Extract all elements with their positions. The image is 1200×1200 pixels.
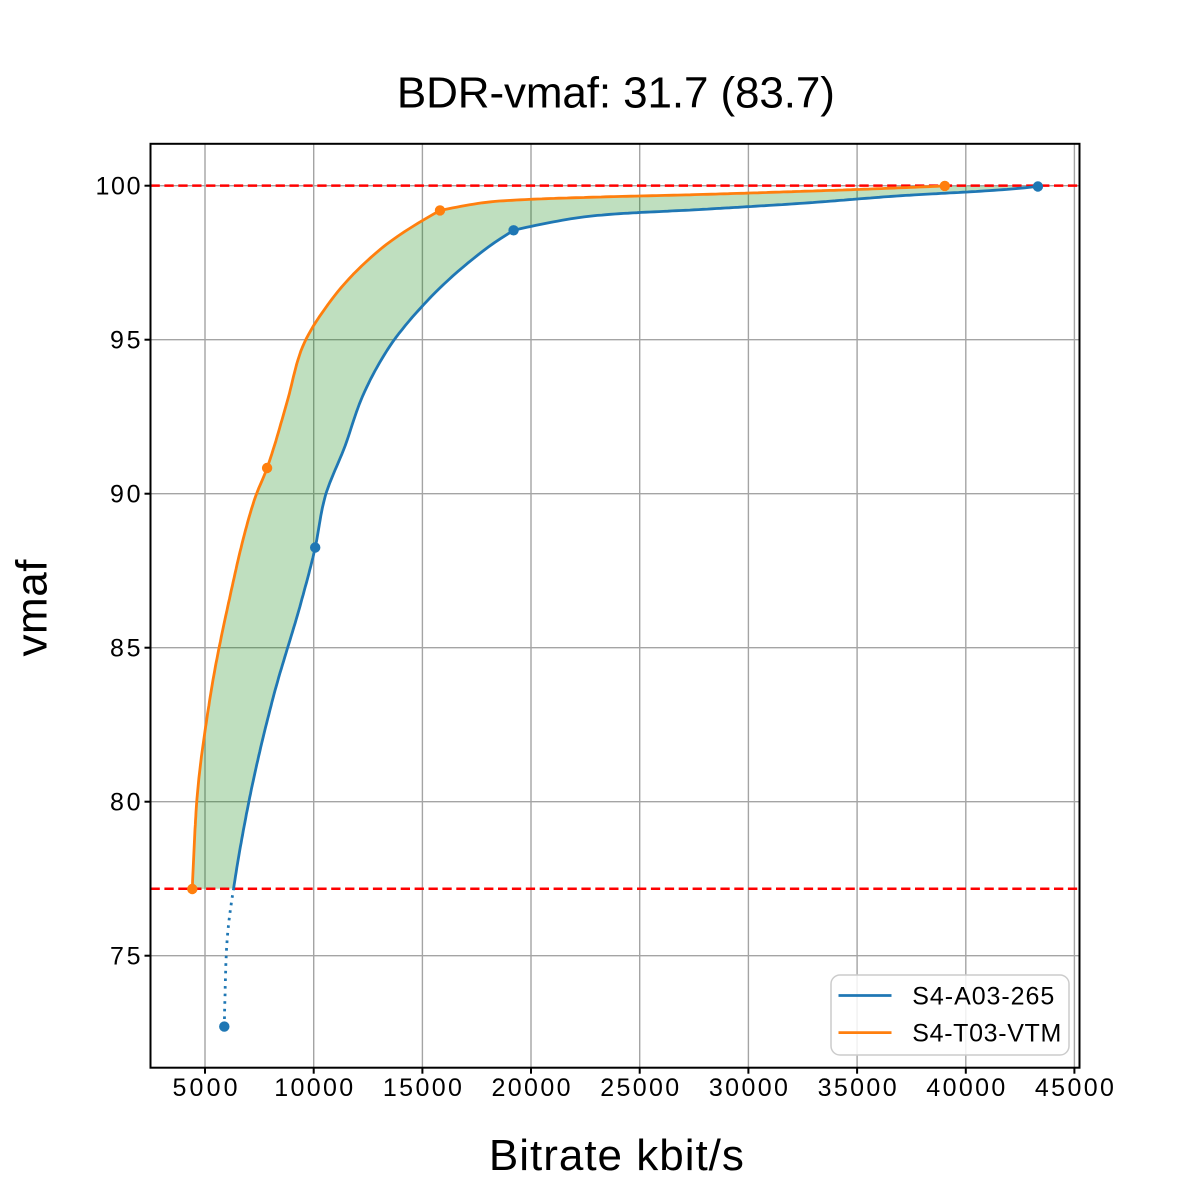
svg-text:S4-A03-265: S4-A03-265	[912, 982, 1054, 1010]
svg-text:10000: 10000	[274, 1074, 353, 1102]
svg-text:25000: 25000	[600, 1074, 679, 1102]
svg-text:Bitrate kbit/s: Bitrate kbit/s	[489, 1131, 744, 1180]
svg-text:vmaf: vmaf	[8, 559, 57, 657]
svg-text:30000: 30000	[709, 1074, 788, 1102]
svg-text:45000: 45000	[1035, 1074, 1114, 1102]
svg-text:40000: 40000	[926, 1074, 1005, 1102]
svg-text:35000: 35000	[818, 1074, 897, 1102]
svg-text:20000: 20000	[492, 1074, 571, 1102]
svg-text:S4-T03-VTM: S4-T03-VTM	[912, 1020, 1061, 1048]
svg-text:15000: 15000	[383, 1074, 462, 1102]
svg-text:BDR-vmaf: 31.7 (83.7): BDR-vmaf: 31.7 (83.7)	[397, 68, 835, 117]
svg-text:100: 100	[96, 173, 141, 201]
